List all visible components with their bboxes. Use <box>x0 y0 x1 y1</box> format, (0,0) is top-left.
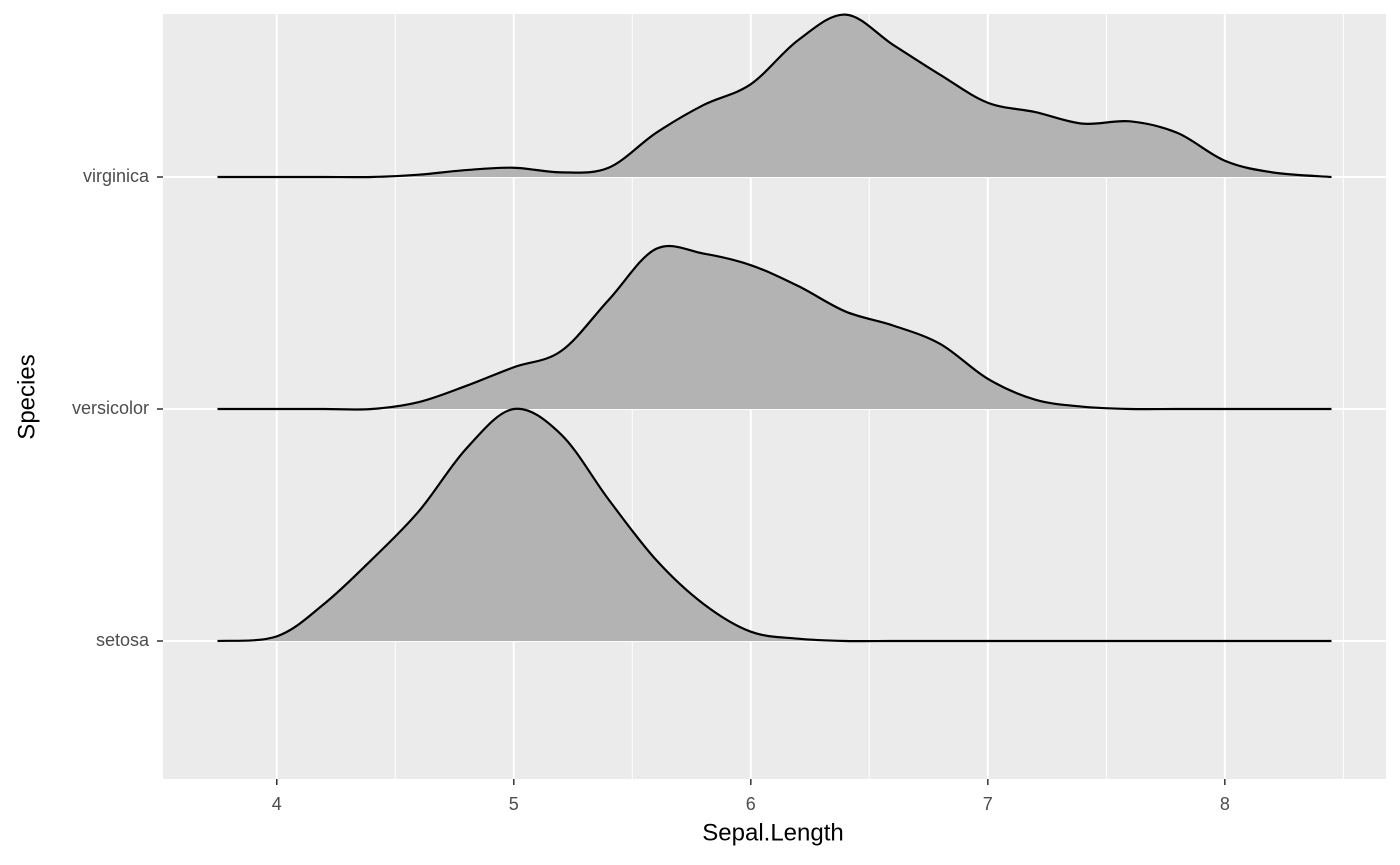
ridge-line <box>217 13 1332 179</box>
x-axis-title: Sepal.Length <box>702 819 843 846</box>
ridge-line <box>217 244 1332 411</box>
ridge-area <box>217 245 1332 410</box>
axes: 4 5 6 7 8 setosa versicolor virginica <box>72 166 1230 814</box>
y-tick-label: versicolor <box>72 398 149 418</box>
x-tick-label: 7 <box>983 794 993 814</box>
ridges <box>217 13 1332 643</box>
y-axis-title: Species <box>13 354 40 439</box>
ridge-line <box>217 407 1332 643</box>
x-tick-label: 6 <box>746 794 756 814</box>
y-tick-label: virginica <box>83 166 150 186</box>
ridge-area <box>217 14 1332 178</box>
x-tick-label: 8 <box>1220 794 1230 814</box>
y-tick-label: setosa <box>96 630 150 650</box>
x-tick-label: 5 <box>509 794 519 814</box>
x-tick-label: 4 <box>272 794 282 814</box>
ridge-area <box>217 408 1332 642</box>
